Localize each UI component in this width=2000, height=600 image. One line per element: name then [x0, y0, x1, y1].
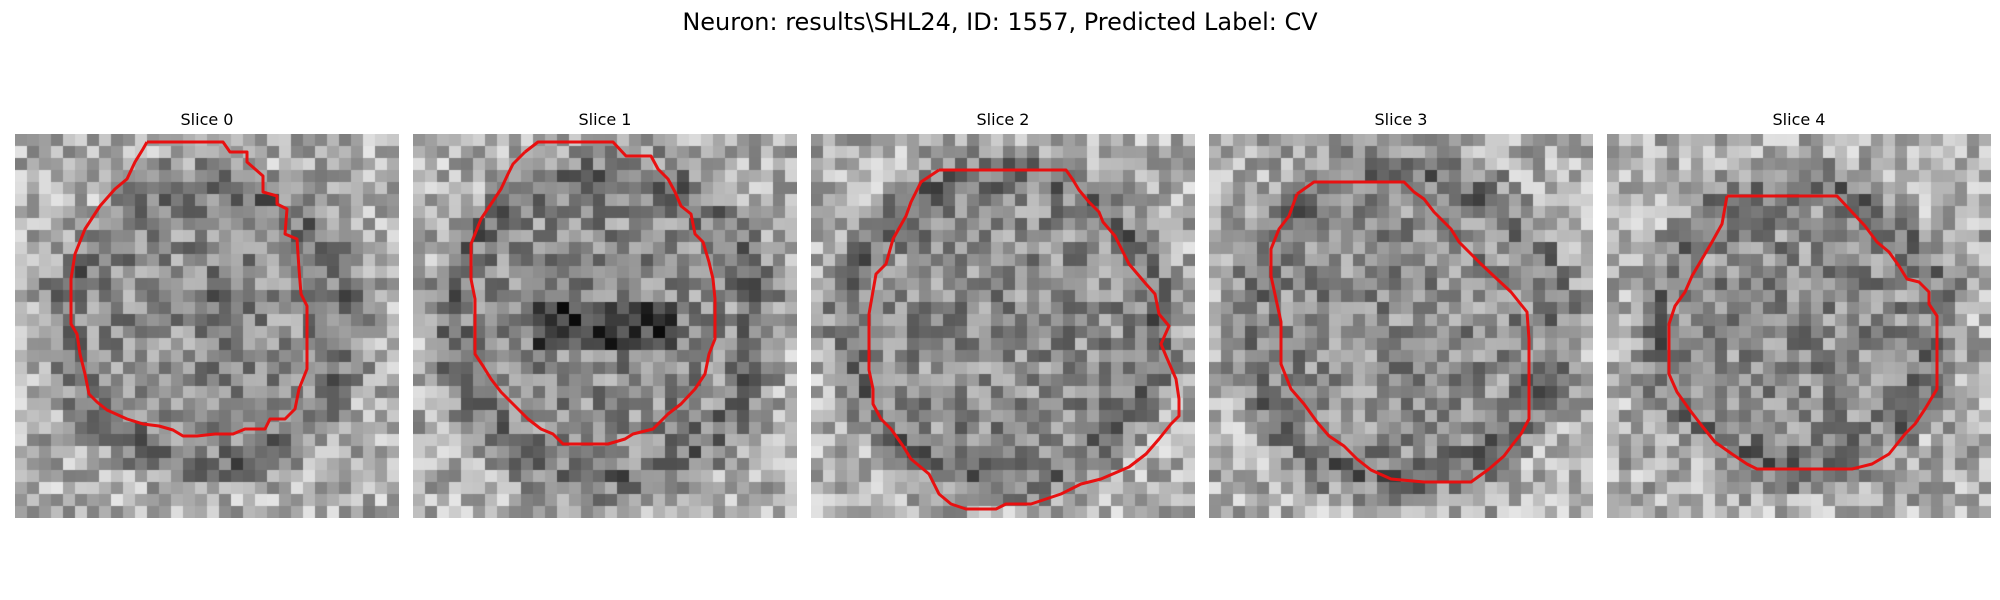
microscopy-image-4 [1607, 134, 1991, 518]
segmentation-contour-0 [69, 140, 309, 438]
slice-image-3 [1209, 134, 1593, 518]
segmentation-contour-4 [1667, 194, 1939, 471]
segmentation-contour-1 [469, 140, 717, 446]
segmentation-contour-3 [1269, 180, 1531, 484]
slice-title-4: Slice 4 [1772, 110, 1826, 129]
slice-title-1: Slice 1 [578, 110, 632, 129]
figure-title: Neuron: results\SHL24, ID: 1557, Predict… [682, 8, 1318, 36]
slice-panel-2: Slice 2 [811, 108, 1195, 518]
microscopy-image-0 [15, 134, 399, 518]
microscopy-image-2 [811, 134, 1195, 518]
slice-panel-4: Slice 4 [1607, 108, 1991, 518]
contour-overlay-1 [469, 140, 717, 446]
microscopy-image-1 [413, 134, 797, 518]
contour-overlay-4 [1667, 194, 1939, 471]
slice-panel-3: Slice 3 [1209, 108, 1593, 518]
segmentation-contour-2 [867, 168, 1181, 511]
contour-overlay-2 [867, 168, 1181, 511]
slice-title-0: Slice 0 [180, 110, 234, 129]
contour-overlay-3 [1269, 180, 1531, 484]
slice-image-0 [15, 134, 399, 518]
slice-title-2: Slice 2 [976, 110, 1030, 129]
slice-title-3: Slice 3 [1374, 110, 1428, 129]
slice-image-1 [413, 134, 797, 518]
slice-image-2 [811, 134, 1195, 518]
slice-image-4 [1607, 134, 1991, 518]
slice-panel-0: Slice 0 [15, 108, 399, 518]
contour-overlay-0 [69, 140, 309, 438]
slice-panel-1: Slice 1 [413, 108, 797, 518]
